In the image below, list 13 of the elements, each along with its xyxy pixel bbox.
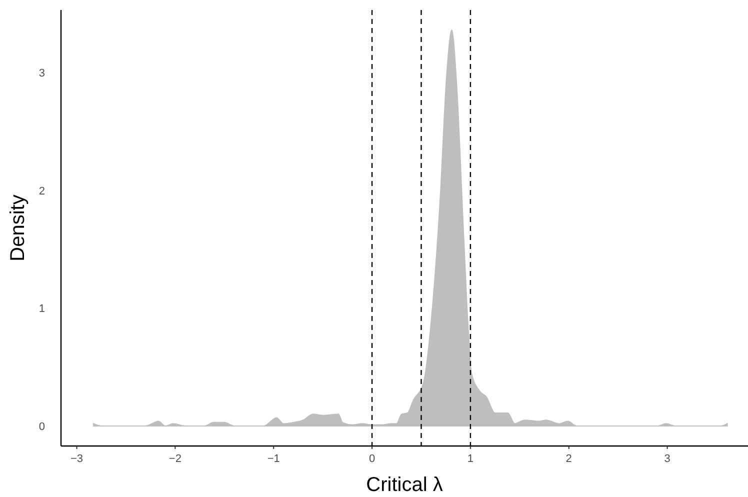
x-axis-title: Critical λ [366, 474, 443, 496]
x-tick-label: −3 [70, 453, 84, 465]
x-tick-label: 0 [368, 453, 376, 465]
y-tick-label: 1 [38, 303, 45, 316]
y-tick-label: 0 [38, 420, 45, 433]
y-tick-label: 2 [38, 185, 45, 198]
x-tick-label: 2 [566, 453, 572, 465]
x-tick-label: −1 [267, 453, 280, 465]
y-tick-label: 3 [38, 67, 45, 80]
x-tick-label: 3 [664, 453, 670, 465]
x-tick-label: 1 [467, 453, 474, 465]
y-axis-title: Density [7, 194, 29, 262]
x-tick-label: −2 [168, 453, 182, 465]
